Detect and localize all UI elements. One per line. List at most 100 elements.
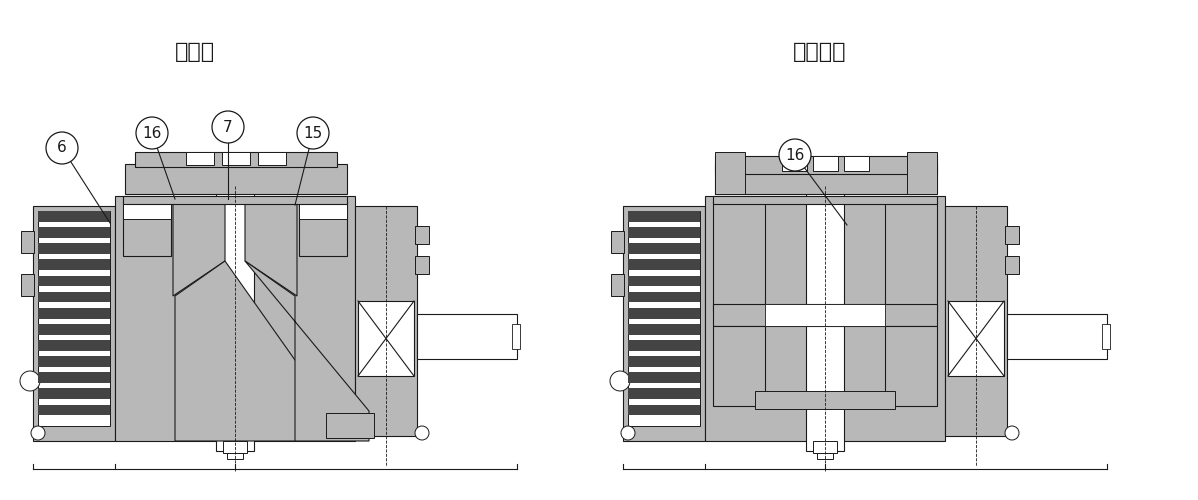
Bar (186, 152, 214, 165)
Circle shape (1005, 426, 1019, 440)
Bar (38, 356, 110, 367)
Bar (628, 388, 700, 399)
Bar (226, 453, 243, 459)
Bar (222, 152, 250, 165)
Bar (907, 152, 937, 194)
Text: 16: 16 (143, 126, 162, 140)
Bar (326, 413, 374, 438)
Bar (628, 340, 700, 351)
Circle shape (779, 139, 811, 171)
Bar (38, 388, 110, 399)
Bar (512, 324, 520, 349)
Bar (713, 326, 766, 406)
Bar (38, 276, 110, 286)
Bar (628, 324, 700, 334)
Bar (813, 441, 837, 453)
Bar (38, 211, 110, 222)
Bar (628, 404, 700, 415)
Bar (713, 201, 766, 311)
Bar (34, 206, 115, 441)
Bar (813, 156, 837, 171)
Circle shape (20, 371, 40, 391)
Circle shape (621, 426, 635, 440)
Bar (817, 453, 833, 459)
Bar (38, 340, 110, 351)
Text: 7: 7 (223, 120, 232, 134)
Text: 高精度形: 高精度形 (793, 42, 847, 62)
Bar (755, 391, 895, 409)
Bar (38, 292, 110, 302)
Bar (715, 152, 745, 194)
Bar (713, 196, 937, 204)
Bar (358, 301, 415, 376)
Bar (355, 206, 417, 436)
Circle shape (297, 117, 329, 149)
Bar (628, 276, 700, 286)
Bar (628, 227, 700, 238)
Bar (885, 201, 937, 311)
Bar (38, 244, 110, 254)
Bar (628, 260, 700, 270)
Bar (123, 196, 347, 204)
Text: 16: 16 (786, 148, 805, 162)
Bar (115, 196, 355, 441)
Bar (38, 404, 110, 415)
Bar (845, 156, 869, 171)
Bar (300, 201, 347, 219)
Bar (38, 308, 110, 318)
Bar (38, 260, 110, 270)
Polygon shape (173, 201, 225, 296)
Bar (623, 206, 704, 441)
Bar (38, 227, 110, 238)
Bar (22, 274, 34, 296)
Text: 6: 6 (58, 140, 67, 156)
Bar (782, 156, 807, 171)
Bar (216, 191, 254, 451)
Bar (38, 324, 110, 334)
Bar (704, 196, 945, 441)
Bar (1005, 226, 1019, 244)
Text: 基本形: 基本形 (175, 42, 216, 62)
Bar (38, 372, 110, 383)
Polygon shape (246, 261, 369, 441)
Circle shape (610, 371, 630, 391)
Bar (123, 201, 171, 219)
Bar (1005, 256, 1019, 274)
Bar (806, 191, 845, 451)
Bar (628, 211, 700, 426)
Bar (415, 256, 429, 274)
Bar (1008, 314, 1107, 359)
Circle shape (415, 426, 429, 440)
Bar (123, 201, 171, 256)
Bar (611, 274, 624, 296)
Bar (258, 152, 286, 165)
Bar (611, 231, 624, 253)
Circle shape (31, 426, 46, 440)
Bar (628, 372, 700, 383)
Polygon shape (246, 201, 297, 296)
Bar (1102, 324, 1111, 349)
Bar (713, 304, 937, 326)
Bar (135, 152, 337, 167)
Text: 15: 15 (303, 126, 322, 140)
Bar (766, 304, 885, 326)
Circle shape (212, 111, 244, 143)
Bar (628, 308, 700, 318)
Bar (628, 356, 700, 367)
Bar (417, 314, 518, 359)
Bar (715, 164, 937, 194)
Bar (125, 164, 347, 194)
Bar (885, 326, 937, 406)
Bar (948, 301, 1004, 376)
Bar (38, 211, 110, 426)
Bar (300, 201, 347, 256)
Circle shape (46, 132, 78, 164)
Bar (415, 226, 429, 244)
Bar (715, 156, 937, 174)
Circle shape (137, 117, 168, 149)
Bar (628, 211, 700, 222)
Bar (22, 231, 34, 253)
Polygon shape (175, 261, 331, 441)
Bar (223, 441, 247, 453)
Bar (945, 206, 1008, 436)
